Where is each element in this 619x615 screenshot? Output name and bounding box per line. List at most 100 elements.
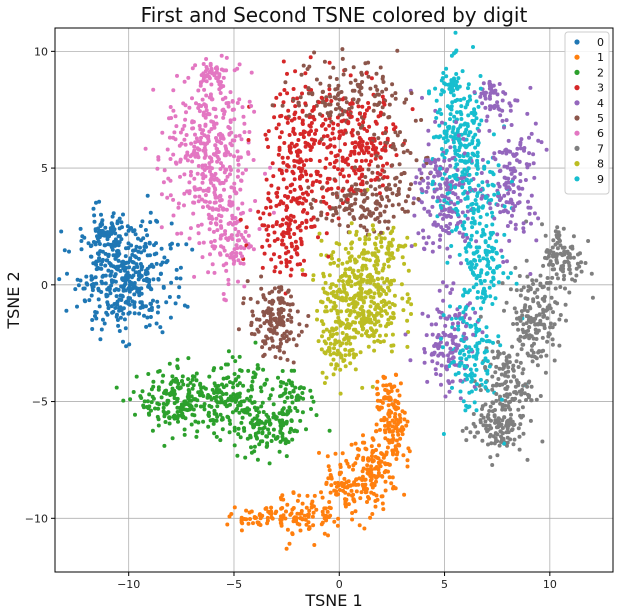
point-digit-2 — [294, 398, 299, 402]
point-digit-2 — [175, 357, 180, 362]
point-digit-5 — [288, 308, 293, 313]
point-digit-2 — [240, 415, 245, 420]
point-digit-3 — [285, 91, 290, 96]
point-digit-3 — [295, 262, 300, 267]
point-digit-8 — [390, 237, 395, 242]
point-digit-3 — [300, 201, 305, 206]
point-digit-6 — [220, 164, 225, 169]
point-digit-3 — [238, 217, 243, 222]
point-digit-6 — [246, 150, 251, 155]
point-digit-0 — [144, 304, 148, 309]
point-digit-3 — [358, 111, 362, 116]
point-digit-8 — [354, 229, 359, 234]
point-digit-2 — [290, 400, 295, 405]
point-digit-6 — [190, 96, 194, 101]
point-digit-3 — [261, 211, 266, 216]
point-digit-4 — [438, 186, 443, 191]
point-digit-1 — [405, 419, 410, 424]
point-digit-2 — [186, 377, 191, 382]
point-digit-3 — [328, 143, 333, 148]
point-digit-6 — [224, 261, 229, 266]
point-digit-6 — [228, 194, 232, 199]
point-digit-8 — [353, 304, 358, 309]
point-digit-7 — [502, 415, 507, 420]
point-digit-5 — [377, 219, 382, 224]
point-digit-3 — [303, 169, 308, 174]
point-digit-8 — [351, 335, 356, 340]
point-digit-0 — [116, 323, 121, 328]
point-digit-7 — [542, 326, 547, 331]
point-digit-6 — [228, 141, 233, 146]
point-digit-9 — [450, 385, 454, 390]
point-digit-0 — [149, 262, 154, 267]
point-digit-7 — [528, 418, 533, 423]
point-digit-5 — [270, 103, 275, 108]
point-digit-5 — [255, 300, 260, 305]
point-digit-8 — [341, 359, 346, 363]
point-digit-6 — [192, 148, 197, 153]
point-digit-8 — [321, 274, 326, 279]
point-digit-6 — [230, 250, 235, 255]
point-digit-5 — [267, 346, 272, 351]
point-digit-3 — [289, 199, 294, 204]
point-digit-6 — [242, 246, 247, 251]
point-digit-6 — [268, 165, 273, 170]
point-digit-3 — [329, 99, 334, 103]
point-digit-2 — [210, 387, 215, 392]
point-digit-1 — [380, 474, 385, 479]
point-digit-9 — [460, 179, 465, 184]
point-digit-7 — [504, 300, 509, 305]
point-digit-3 — [380, 168, 385, 173]
point-digit-2 — [176, 419, 180, 424]
point-digit-5 — [289, 294, 293, 299]
point-digit-5 — [337, 105, 342, 110]
point-digit-6 — [196, 147, 201, 152]
point-digit-7 — [486, 416, 491, 421]
point-digit-2 — [290, 437, 295, 442]
point-digit-5 — [393, 96, 398, 101]
point-digit-6 — [197, 241, 202, 246]
point-digit-2 — [189, 398, 194, 403]
point-digit-7 — [546, 286, 551, 291]
point-digit-6 — [222, 248, 227, 253]
point-digit-3 — [359, 146, 364, 151]
point-digit-9 — [496, 191, 501, 196]
point-digit-3 — [270, 224, 275, 229]
point-digit-4 — [509, 171, 514, 176]
point-digit-9 — [462, 364, 467, 368]
point-digit-9 — [458, 356, 463, 361]
point-digit-6 — [231, 257, 236, 261]
point-digit-6 — [209, 176, 214, 181]
point-digit-0 — [114, 301, 119, 306]
point-digit-5 — [341, 72, 346, 77]
point-digit-7 — [529, 398, 534, 403]
point-digit-9 — [455, 212, 460, 217]
point-digit-6 — [193, 151, 198, 156]
point-digit-4 — [507, 200, 512, 205]
point-digit-0 — [114, 314, 119, 319]
point-digit-8 — [328, 261, 333, 266]
point-digit-9 — [484, 334, 489, 339]
point-digit-4 — [500, 118, 505, 123]
point-digit-0 — [168, 246, 173, 251]
point-digit-5 — [277, 285, 281, 290]
point-digit-8 — [332, 300, 337, 305]
point-digit-4 — [417, 167, 422, 172]
point-digit-5 — [262, 352, 267, 357]
point-digit-1 — [395, 429, 400, 434]
point-digit-7 — [483, 419, 488, 424]
point-digit-5 — [386, 198, 391, 203]
point-digit-3 — [348, 73, 353, 78]
point-digit-6 — [208, 252, 212, 257]
point-digit-5 — [388, 187, 393, 192]
point-digit-9 — [485, 359, 490, 364]
point-digit-7 — [534, 337, 539, 341]
point-digit-0 — [82, 235, 87, 240]
point-digit-9 — [482, 232, 487, 237]
point-digit-9 — [453, 372, 458, 377]
point-digit-5 — [335, 102, 340, 107]
point-digit-4 — [432, 350, 437, 355]
point-digit-9 — [459, 117, 464, 121]
point-digit-5 — [395, 133, 400, 138]
point-digit-4 — [448, 145, 453, 150]
